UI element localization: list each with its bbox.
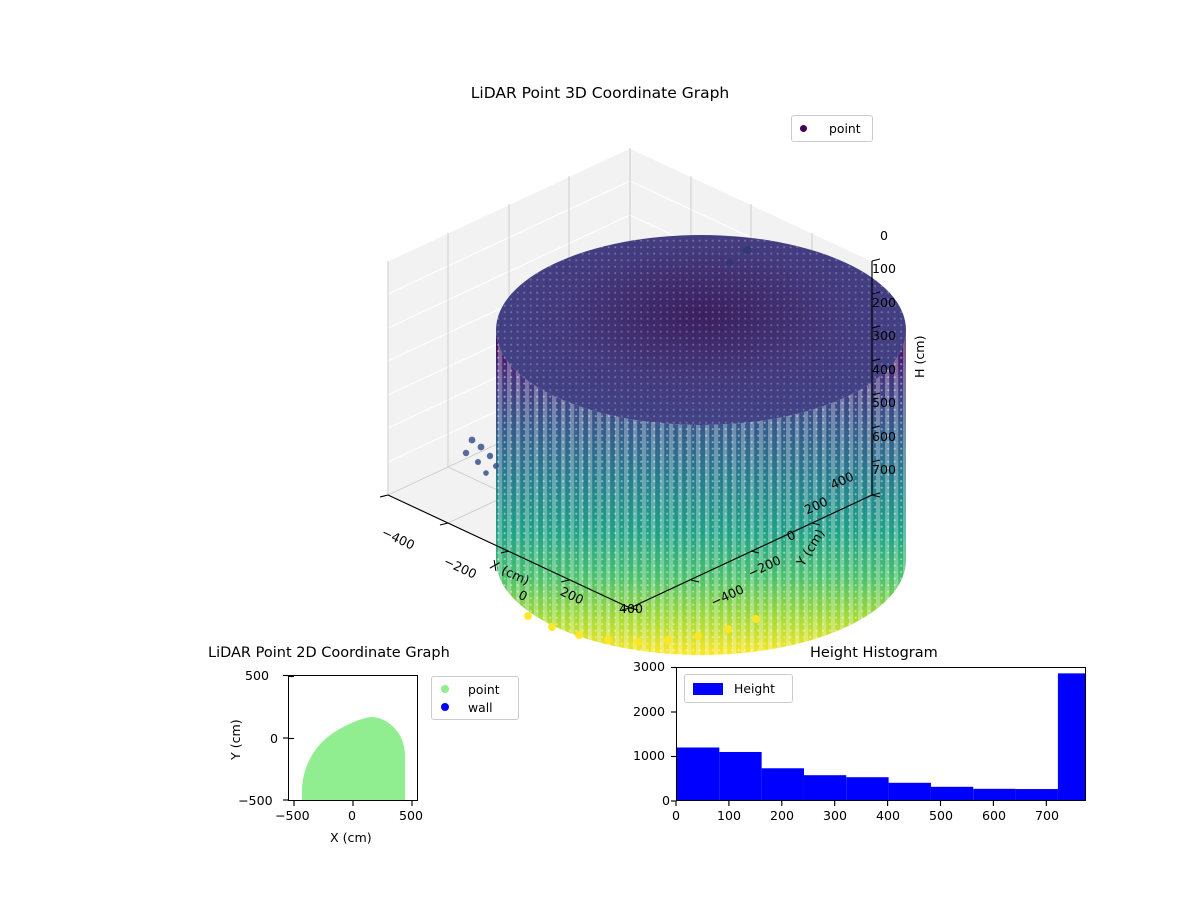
- histogram-bar: [803, 775, 847, 800]
- plot3d-x-axis: [379, 494, 631, 611]
- plot2d-ticks: [289, 676, 294, 740]
- plot3d-title: LiDAR Point 3D Coordinate Graph: [470, 84, 730, 102]
- legend-label-point: point: [468, 681, 500, 697]
- legend-item-point[interactable]: point: [800, 121, 864, 136]
- histogram-xtick-100: 100: [717, 808, 742, 823]
- histogram-legend[interactable]: Height: [684, 674, 793, 703]
- histogram-bar: [719, 751, 762, 800]
- histogram-xtick-700: 700: [1035, 808, 1060, 823]
- legend-item-wall[interactable]: wall: [441, 700, 509, 715]
- point-marker-icon: [441, 685, 449, 693]
- histogram-tickmarks: [671, 666, 1047, 806]
- plot3d-point-cloud: [462, 235, 906, 655]
- histogram-ytick-2000: 2000: [633, 704, 666, 719]
- plot3d-ztick-400: 400: [872, 362, 897, 377]
- wall-marker-icon: [441, 703, 449, 711]
- plot3d-ztick-0: 0: [880, 228, 889, 243]
- legend-label-wall: wall: [468, 699, 493, 715]
- plot2d-xtick-500: 500: [399, 808, 424, 823]
- plot2d-xtick--500: −500: [275, 808, 310, 823]
- histogram-xtick-300: 300: [823, 808, 848, 823]
- plot2d-ytick-0: 0: [270, 731, 279, 746]
- legend-label-height: Height: [734, 681, 775, 696]
- plot2d-yaxis-label: Y (cm): [228, 719, 243, 760]
- plot2d-ytick-500: 500: [245, 668, 270, 683]
- legend-item-height[interactable]: Height: [693, 681, 784, 696]
- plot3d-ztick-100: 100: [872, 261, 897, 276]
- histogram-xtick-400: 400: [876, 808, 901, 823]
- plot2d-ytick--500: −500: [238, 793, 273, 808]
- plot3d-z-axis: [871, 258, 881, 496]
- plot2d-tickmarks: [283, 674, 413, 806]
- legend-label-point: point: [829, 121, 861, 136]
- histogram-bar: [1015, 789, 1058, 800]
- height-swatch-icon: [693, 682, 723, 695]
- plot3d-ztick-300: 300: [872, 328, 897, 343]
- point-marker-icon: [800, 125, 807, 132]
- plot3d-axes[interactable]: [300, 140, 920, 655]
- plot3d-canvas: [379, 147, 906, 655]
- legend-item-point[interactable]: point: [441, 682, 509, 697]
- plot3d-zaxis-label: H (cm): [912, 335, 927, 379]
- plot2d-legend[interactable]: point wall: [431, 676, 519, 720]
- plot2d-point-region: [302, 717, 405, 800]
- plot2d-xtick-0: 0: [348, 808, 357, 823]
- histogram-xtick-0: 0: [672, 808, 681, 823]
- histogram-ytick-0: 0: [662, 793, 671, 808]
- histogram-xtick-600: 600: [982, 808, 1007, 823]
- histogram-bar: [973, 788, 1016, 800]
- plot3d-ztick-200: 200: [872, 295, 897, 310]
- plot2d-xaxis-label: X (cm): [330, 830, 372, 845]
- histogram-ytick-3000: 3000: [633, 659, 666, 674]
- histogram-xtick-200: 200: [770, 808, 795, 823]
- histogram-xtick-500: 500: [929, 808, 954, 823]
- plot2d-axes[interactable]: [288, 675, 418, 801]
- histogram-ytick-1000: 1000: [633, 748, 666, 763]
- histogram-canvas: [677, 673, 1085, 800]
- plot3d-ztick-600: 600: [872, 429, 897, 444]
- plot3d-ztick-500: 500: [872, 395, 897, 410]
- plot2d-title: LiDAR Point 2D Coordinate Graph: [208, 645, 450, 661]
- histogram-bar: [888, 782, 931, 800]
- histogram-title: Height Histogram: [810, 645, 938, 661]
- plot3d-legend[interactable]: point: [791, 115, 873, 142]
- histogram-bar: [930, 786, 974, 800]
- histogram-bars: [677, 673, 1085, 800]
- histogram-bar: [846, 777, 889, 800]
- plot3d-y-axis: [629, 494, 881, 611]
- histogram-bar: [761, 768, 804, 800]
- histogram-bar: [677, 747, 720, 800]
- plot2d-canvas: [289, 676, 405, 800]
- histogram-bar: [1057, 673, 1085, 800]
- plot3d-xtick-400: 400: [619, 601, 644, 616]
- plot3d-ztick-700: 700: [872, 462, 897, 477]
